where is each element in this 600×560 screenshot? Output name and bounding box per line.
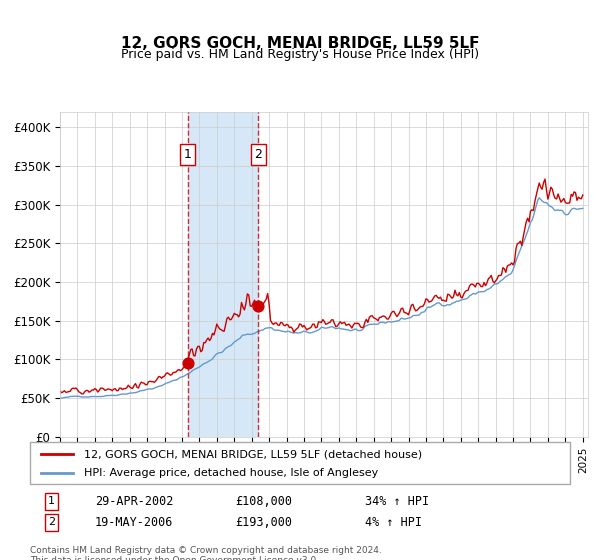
Text: Contains HM Land Registry data © Crown copyright and database right 2024.
This d: Contains HM Land Registry data © Crown c… (30, 546, 382, 560)
Text: HPI: Average price, detached house, Isle of Anglesey: HPI: Average price, detached house, Isle… (84, 468, 378, 478)
Point (183, 359, 193, 368)
Text: 4% ↑ HPI: 4% ↑ HPI (365, 516, 422, 529)
Text: £108,000: £108,000 (235, 495, 292, 508)
Text: 34% ↑ HPI: 34% ↑ HPI (365, 495, 429, 508)
Text: 19-MAY-2006: 19-MAY-2006 (95, 516, 173, 529)
Point (254, 302, 263, 311)
Text: 2: 2 (48, 517, 55, 528)
Text: Price paid vs. HM Land Registry's House Price Index (HPI): Price paid vs. HM Land Registry's House … (121, 48, 479, 60)
Text: 29-APR-2002: 29-APR-2002 (95, 495, 173, 508)
FancyBboxPatch shape (30, 442, 570, 484)
Text: 1: 1 (184, 148, 191, 161)
Text: £193,000: £193,000 (235, 516, 292, 529)
Text: 12, GORS GOCH, MENAI BRIDGE, LL59 5LF (detached house): 12, GORS GOCH, MENAI BRIDGE, LL59 5LF (d… (84, 449, 422, 459)
Text: 2: 2 (254, 148, 262, 161)
Text: 1: 1 (48, 496, 55, 506)
Bar (188, 112, 259, 437)
Text: 12, GORS GOCH, MENAI BRIDGE, LL59 5LF: 12, GORS GOCH, MENAI BRIDGE, LL59 5LF (121, 36, 479, 52)
